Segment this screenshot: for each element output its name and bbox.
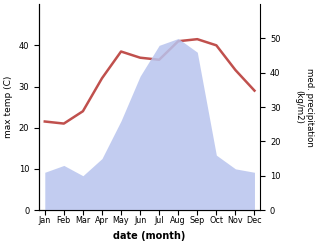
- Y-axis label: max temp (C): max temp (C): [4, 76, 13, 138]
- Y-axis label: med. precipitation
(kg/m2): med. precipitation (kg/m2): [294, 68, 314, 147]
- X-axis label: date (month): date (month): [114, 231, 186, 241]
